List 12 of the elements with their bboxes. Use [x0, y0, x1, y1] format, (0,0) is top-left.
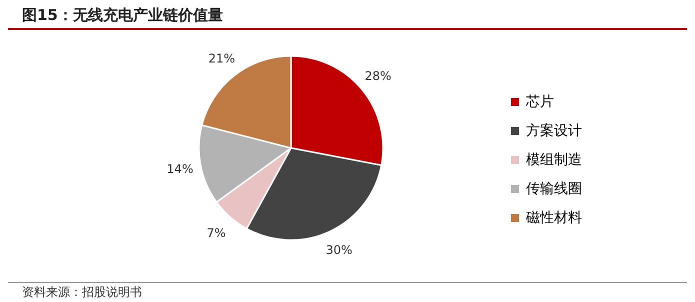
- data-label: 21%: [208, 52, 236, 66]
- data-label: 14%: [166, 162, 194, 176]
- legend-label: 芯片: [525, 94, 554, 110]
- legend-label: 磁性材料: [525, 210, 582, 226]
- data-label: 7%: [206, 226, 226, 240]
- chart-title: 图15：无线充电产业链价值量: [8, 0, 687, 30]
- legend-label: 方案设计: [526, 122, 582, 139]
- data-label: 28%: [364, 68, 392, 83]
- legend-label: 模组制造: [526, 152, 582, 168]
- text: 资料来源：招股说明书: [8, 282, 687, 300]
- legend-label: 传输线圈: [526, 181, 582, 197]
- data-label: 30%: [326, 243, 352, 258]
